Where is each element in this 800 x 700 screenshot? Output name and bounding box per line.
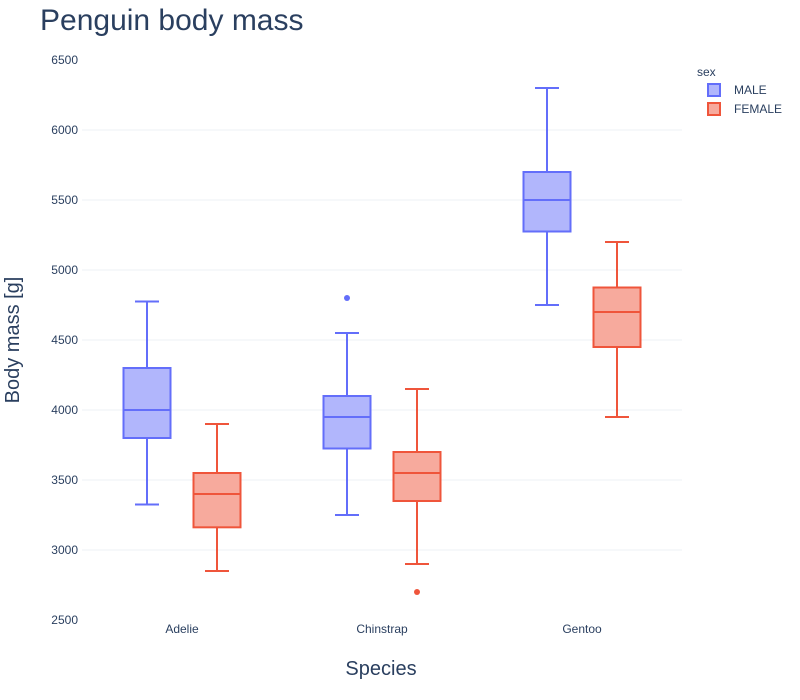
box-male-chinstrap (322, 295, 372, 516)
y-tick-label: 4000 (51, 403, 78, 417)
y-tick-label: 3500 (51, 473, 78, 487)
x-axis-title: Species (345, 658, 416, 680)
legend-label: FEMALE (734, 102, 782, 116)
chart-title: Penguin body mass (40, 4, 304, 37)
y-axis-ticks: 2500 3000 3500 4000 4500 5000 5500 6000 6500 (51, 53, 78, 627)
y-tick-label: 4500 (51, 333, 78, 347)
box-iqr (192, 472, 242, 529)
y-axis-title: Body mass [g] (2, 277, 24, 404)
legend-title: sex (697, 65, 716, 79)
legend: sex MALE FEMALE (697, 65, 782, 116)
y-tick-label: 5500 (51, 193, 78, 207)
x-tick-label: Adelie (165, 622, 199, 636)
x-axis-ticks: Adelie Chinstrap Gentoo (165, 622, 602, 636)
box-iqr (522, 171, 572, 233)
plot-area (122, 87, 642, 595)
y-tick-label: 3000 (51, 543, 78, 557)
legend-label: MALE (734, 83, 767, 97)
legend-items: MALE FEMALE (707, 83, 782, 116)
outlier-point (344, 295, 350, 301)
box-iqr (122, 367, 172, 439)
y-tick-label: 2500 (51, 613, 78, 627)
y-tick-label: 5000 (51, 263, 78, 277)
box-iqr (322, 395, 372, 450)
y-tick-label: 6500 (51, 53, 78, 67)
legend-swatch (707, 83, 721, 97)
legend-item-male: MALE (707, 83, 767, 97)
outlier-point (414, 589, 420, 595)
y-tick-label: 6000 (51, 123, 78, 137)
x-tick-label: Chinstrap (356, 622, 408, 636)
box-male-adelie (122, 300, 172, 506)
box-iqr (392, 451, 442, 502)
box-male-gentoo (522, 87, 572, 306)
legend-item-female: FEMALE (707, 102, 782, 116)
box-female-chinstrap (392, 388, 442, 595)
box-female-gentoo (592, 241, 642, 418)
legend-swatch (707, 102, 721, 116)
x-tick-label: Gentoo (562, 622, 602, 636)
box-iqr (592, 286, 642, 348)
gridlines (82, 129, 682, 551)
box-female-adelie (192, 423, 242, 572)
